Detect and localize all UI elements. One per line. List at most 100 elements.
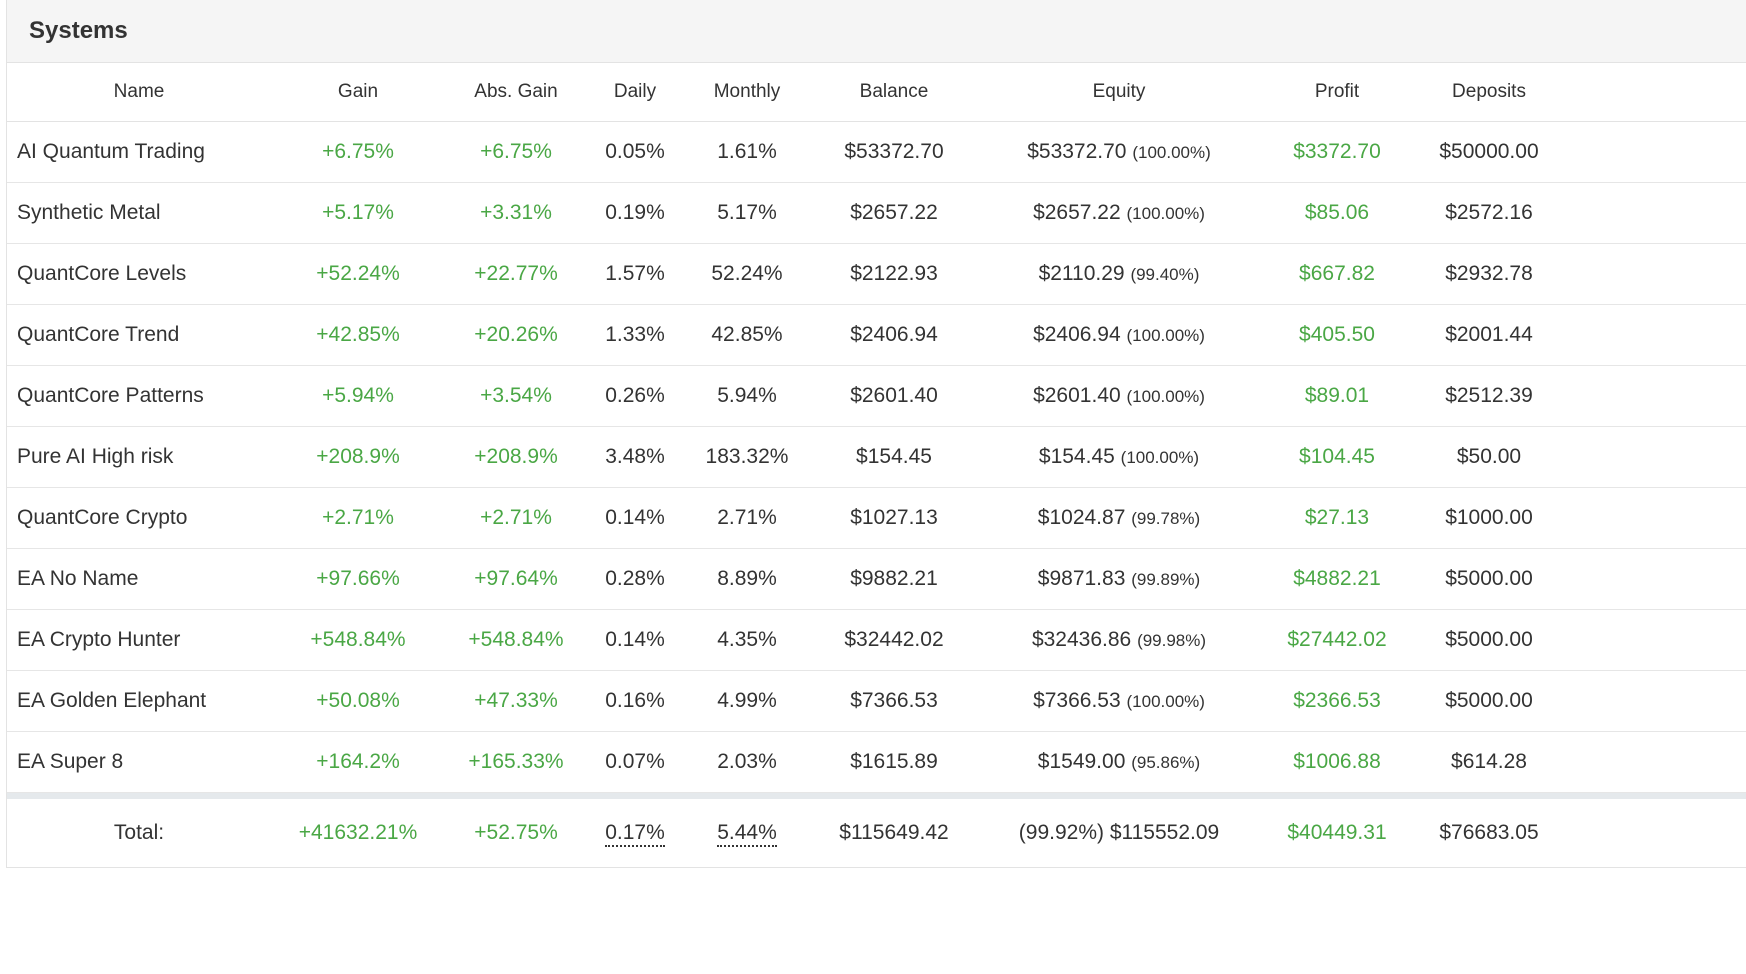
equity-cell: $53372.70 (100.00%) [977,121,1261,183]
column-header-monthly[interactable]: Monthly [683,63,811,122]
monthly-cell: 2.03% [683,731,811,793]
monthly-cell: 4.35% [683,609,811,671]
equity-cell: $7366.53 (100.00%) [977,670,1261,732]
total-monthly[interactable]: 5.44% [717,821,777,847]
system-name-link[interactable]: QuantCore Levels [7,243,271,305]
gain-cell: +42.85% [271,304,445,366]
daily-cell: 1.33% [587,304,683,366]
abs-gain-cell: +97.64% [445,548,587,610]
panel-header: Systems [7,0,1746,63]
balance-cell: $53372.70 [811,121,977,183]
equity-value: $154.45 [1038,445,1115,468]
column-header-deposits[interactable]: Deposits [1413,63,1565,122]
column-header-profit[interactable]: Profit [1261,63,1413,122]
column-header-daily[interactable]: Daily [587,63,683,122]
column-header-name[interactable]: Name [7,63,271,122]
profit-cell: $405.50 [1261,304,1413,366]
equity-percent: (100.00%) [1126,326,1205,345]
deposits-cell: $1000.00 [1413,487,1565,549]
abs-gain-cell: +3.31% [445,182,587,244]
extra-cell [1565,670,1746,732]
system-name-link[interactable]: EA Crypto Hunter [7,609,271,671]
deposits-cell: $5000.00 [1413,609,1565,671]
equity-value: $2601.40 [1033,384,1121,407]
daily-cell: 1.57% [587,243,683,305]
daily-cell: 0.05% [587,121,683,183]
equity-value: $1549.00 [1037,750,1126,773]
total-separator [7,792,1746,799]
deposits-cell: $2001.44 [1413,304,1565,366]
system-name-link[interactable]: QuantCore Crypto [7,487,271,549]
equity-value: $32436.86 [1031,628,1132,651]
equity-percent: (99.78%) [1131,509,1201,528]
equity-value: $1024.87 [1037,506,1126,529]
monthly-cell: 42.85% [683,304,811,366]
gain-cell: +5.94% [271,365,445,427]
equity-value: $2657.22 [1033,201,1121,224]
profit-cell: $1006.88 [1261,731,1413,793]
daily-cell: 0.16% [587,670,683,732]
gain-cell: +164.2% [271,731,445,793]
equity-percent: (100.00%) [1126,692,1205,711]
total-daily[interactable]: 0.17% [605,821,665,847]
column-header-gain[interactable]: Gain [271,63,445,122]
abs-gain-cell: +3.54% [445,365,587,427]
system-name-link[interactable]: QuantCore Trend [7,304,271,366]
equity-percent: (99.98%) [1137,631,1207,650]
equity-percent: (99.89%) [1131,570,1201,589]
abs-gain-cell: +47.33% [445,670,587,732]
daily-cell: 0.26% [587,365,683,427]
column-header-balance[interactable]: Balance [811,63,977,122]
gain-cell: +50.08% [271,670,445,732]
daily-cell: 0.19% [587,182,683,244]
extra-cell [1565,609,1746,671]
deposits-cell: $5000.00 [1413,670,1565,732]
balance-cell: $2122.93 [811,243,977,305]
equity-cell: $2657.22 (100.00%) [977,182,1261,244]
system-name-link[interactable]: AI Quantum Trading [7,121,271,183]
total-gain: +41632.21% [298,821,418,844]
column-header-abs-gain[interactable]: Abs. Gain [445,63,587,122]
column-header-equity[interactable]: Equity [977,63,1261,122]
table-row: QuantCore Patterns +5.94% +3.54% 0.26% 5… [7,365,1746,427]
system-name-link[interactable]: QuantCore Patterns [7,365,271,427]
abs-gain-cell: +208.9% [445,426,587,488]
table-row: AI Quantum Trading +6.75% +6.75% 0.05% 1… [7,121,1746,183]
balance-cell: $7366.53 [811,670,977,732]
monthly-cell: 4.99% [683,670,811,732]
extra-cell [1565,487,1746,549]
profit-cell: $27442.02 [1261,609,1413,671]
daily-cell: 0.14% [587,487,683,549]
monthly-cell: 8.89% [683,548,811,610]
profit-cell: $85.06 [1261,182,1413,244]
abs-gain-cell: +548.84% [445,609,587,671]
equity-percent: (100.00%) [1120,448,1200,467]
equity-percent: (100.00%) [1126,387,1205,406]
extra-cell [1565,182,1746,244]
table-row: EA Golden Elephant +50.08% +47.33% 0.16%… [7,670,1746,732]
equity-cell: $2110.29 (99.40%) [977,243,1261,305]
table-row: EA No Name +97.66% +97.64% 0.28% 8.89% $… [7,548,1746,610]
system-name-link[interactable]: Synthetic Metal [7,182,271,244]
equity-percent: (95.86%) [1131,753,1201,772]
extra-cell [1565,799,1746,867]
system-name-link[interactable]: EA Super 8 [7,731,271,793]
balance-cell: $9882.21 [811,548,977,610]
systems-table: Name Gain Abs. Gain Daily Monthly Balanc… [7,63,1746,867]
table-row: EA Crypto Hunter +548.84% +548.84% 0.14%… [7,609,1746,671]
gain-cell: +5.17% [271,182,445,244]
total-equity: (99.92%) $115552.09 [1018,821,1220,844]
abs-gain-cell: +2.71% [445,487,587,549]
table-row: QuantCore Levels +52.24% +22.77% 1.57% 5… [7,243,1746,305]
equity-cell: $1024.87 (99.78%) [977,487,1261,549]
balance-cell: $2406.94 [811,304,977,366]
deposits-cell: $2512.39 [1413,365,1565,427]
system-name-link[interactable]: EA Golden Elephant [7,670,271,732]
equity-cell: $2601.40 (100.00%) [977,365,1261,427]
table-row: Synthetic Metal +5.17% +3.31% 0.19% 5.17… [7,182,1746,244]
profit-cell: $2366.53 [1261,670,1413,732]
system-name-link[interactable]: Pure AI High risk [7,426,271,488]
equity-value: $7366.53 [1033,689,1121,712]
balance-cell: $1027.13 [811,487,977,549]
system-name-link[interactable]: EA No Name [7,548,271,610]
